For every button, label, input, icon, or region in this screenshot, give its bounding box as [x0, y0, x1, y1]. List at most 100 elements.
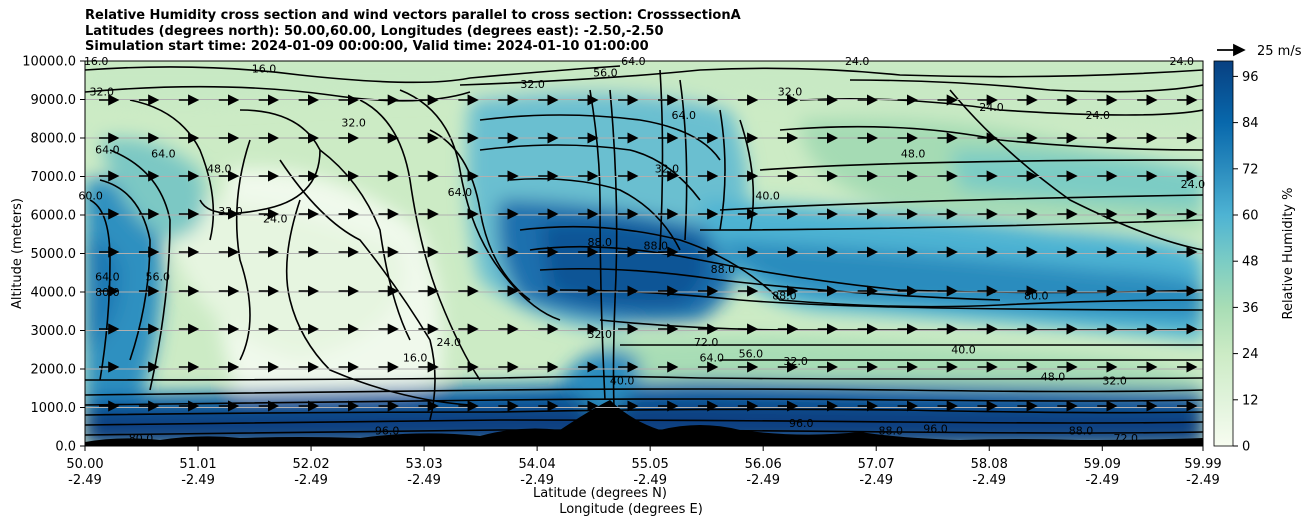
y-axis: 0.0 1000.0 2000.0 3000.0 4000.0 5000.0 6000.0 7… — [22, 55, 85, 455]
contour-label: 24.0 — [436, 336, 461, 349]
x-tick-label-lon: -2.49 — [1186, 473, 1220, 488]
colorbar-ticks: 0 12 24 36 48 60 72 84 96 — [1233, 70, 1259, 455]
colorbar-tick-label: 48 — [1242, 255, 1259, 270]
x-tick-label-lat: 51.01 — [179, 457, 216, 472]
chart-title: Relative Humidity cross section and wind… — [85, 8, 741, 55]
colorbar-tick-label: 24 — [1242, 347, 1259, 362]
x-tick-label-lat: 57.07 — [858, 457, 895, 472]
y-tick-label: 1000.0 — [31, 401, 77, 416]
contour-label: 64.0 — [699, 351, 724, 364]
contour-label: 32.0 — [655, 163, 680, 176]
contour-label: 88.0 — [543, 428, 568, 441]
x-axis-label-latitude: Latitude (degrees N) — [533, 486, 667, 501]
colorbar-tick-label: 72 — [1242, 162, 1259, 177]
x-tick-label-lat: 54.04 — [519, 457, 556, 472]
contour-label: 96.0 — [789, 417, 814, 430]
contour-label: 56.0 — [593, 66, 618, 79]
contour-label: 40.0 — [610, 374, 635, 387]
colorbar-tick-label: 36 — [1242, 301, 1259, 316]
contour-label: 32.0 — [783, 355, 808, 368]
x-tick-label-lat: 59.99 — [1184, 457, 1221, 472]
contour-label: 64.0 — [448, 186, 473, 199]
y-tick-label: 8000.0 — [31, 132, 77, 147]
colorbar-tick-label: 96 — [1242, 70, 1259, 85]
contour-label: 32.0 — [341, 116, 366, 129]
colorbar-label: Relative Humidity % — [1281, 188, 1296, 320]
y-tick-label: 0.0 — [55, 440, 76, 455]
contour-label: 80.0 — [1024, 290, 1049, 303]
contour-label: 72.0 — [1114, 432, 1139, 445]
x-tick-label-lon: -2.49 — [520, 473, 554, 488]
x-tick-label-lon: -2.49 — [633, 473, 667, 488]
contour-label: 32.0 — [1102, 374, 1127, 387]
contour-label: 72.0 — [694, 336, 719, 349]
title-line-1: Relative Humidity cross section and wind… — [85, 8, 741, 23]
contour-label: 96.0 — [923, 423, 948, 436]
colorbar-tick-label: 84 — [1242, 116, 1259, 131]
x-tick-label-lat: 53.03 — [405, 457, 442, 472]
colorbar-tick-label: 12 — [1242, 393, 1259, 408]
x-axis-label-longitude: Longitude (degrees E) — [559, 502, 703, 517]
contour-label: 64.0 — [95, 143, 120, 156]
x-tick-label-lon: -2.49 — [1085, 473, 1119, 488]
y-tick-label: 6000.0 — [31, 209, 77, 224]
x-tick-label-lon: -2.49 — [972, 473, 1006, 488]
colorbar-gradient — [1213, 60, 1234, 447]
contour-label: 88.0 — [772, 290, 797, 303]
contour-label: 32.0 — [520, 78, 545, 91]
contour-label: 88.0 — [1069, 424, 1094, 437]
contour-label: 16.0 — [403, 351, 428, 364]
contour-label: 24.0 — [263, 213, 288, 226]
x-axis: 50.00-2.4951.01-2.4952.02-2.4953.03-2.49… — [66, 446, 1222, 488]
x-tick-label-lon: -2.49 — [294, 473, 328, 488]
contour-label: 56.0 — [739, 347, 764, 360]
wind-vectors — [99, 94, 1198, 412]
contour-label: 96.0 — [375, 424, 400, 437]
contour-label: 24.0 — [1181, 178, 1206, 191]
contour-label: 48.0 — [901, 147, 926, 160]
title-line-2: Latitudes (degrees north): 50.00,60.00, … — [85, 23, 664, 39]
y-axis-label: Altitude (meters) — [10, 198, 25, 309]
y-tick-label: 10000.0 — [22, 55, 76, 70]
quiver-key: 25 m/s — [1217, 43, 1302, 59]
contour-label: 80.0 — [129, 432, 154, 445]
colorbar: 0 12 24 36 48 60 72 84 96 Relative Humidity % — [1213, 60, 1296, 455]
colorbar-tick-label: 0 — [1242, 440, 1250, 455]
contour-label: 80.0 — [95, 286, 120, 299]
y-tick-label: 2000.0 — [31, 363, 77, 378]
contour-label: 32.0 — [778, 86, 803, 99]
x-tick-label-lon: -2.49 — [407, 473, 441, 488]
x-tick-label-lon: -2.49 — [181, 473, 215, 488]
contour-label: 40.0 — [951, 344, 976, 357]
x-tick-label-lat: 50.00 — [66, 457, 103, 472]
contour-label: 48.0 — [207, 163, 232, 176]
contour-label: 64.0 — [671, 109, 696, 122]
contour-label: 32.0 — [90, 86, 115, 99]
contour-label: 48.0 — [1041, 371, 1066, 384]
y-tick-label: 3000.0 — [31, 324, 77, 339]
contour-label: 32.0 — [588, 328, 613, 341]
y-tick-label: 5000.0 — [31, 247, 77, 262]
x-tick-label-lon: -2.49 — [746, 473, 780, 488]
contour-label: 56.0 — [145, 270, 170, 283]
x-tick-label-lon: -2.49 — [859, 473, 893, 488]
x-tick-label-lat: 52.02 — [292, 457, 329, 472]
x-tick-label-lat: 59.09 — [1084, 457, 1121, 472]
y-tick-label: 9000.0 — [31, 93, 77, 108]
contour-label: 88.0 — [644, 240, 669, 253]
x-tick-label-lat: 55.05 — [632, 457, 669, 472]
contour-label: 16.0 — [252, 63, 277, 76]
contour-labels: 16.0 16.0 32.0 64.0 60.0 64.0 48.0 32.0 24.0 64.0… — [78, 55, 1205, 445]
y-tick-label: 7000.0 — [31, 170, 77, 185]
contour-label: 32.0 — [218, 205, 243, 218]
x-tick-label-lat: 58.08 — [971, 457, 1008, 472]
contour-label: 40.0 — [755, 190, 780, 203]
contour-label: 64.0 — [95, 270, 120, 283]
x-tick-label-lat: 56.06 — [745, 457, 782, 472]
contour-label: 88.0 — [711, 263, 736, 276]
contour-label: 60.0 — [78, 190, 103, 203]
title-line-3: Simulation start time: 2024-01-09 00:00:… — [85, 39, 649, 54]
contour-label: 24.0 — [1086, 109, 1111, 122]
y-tick-label: 4000.0 — [31, 286, 77, 301]
